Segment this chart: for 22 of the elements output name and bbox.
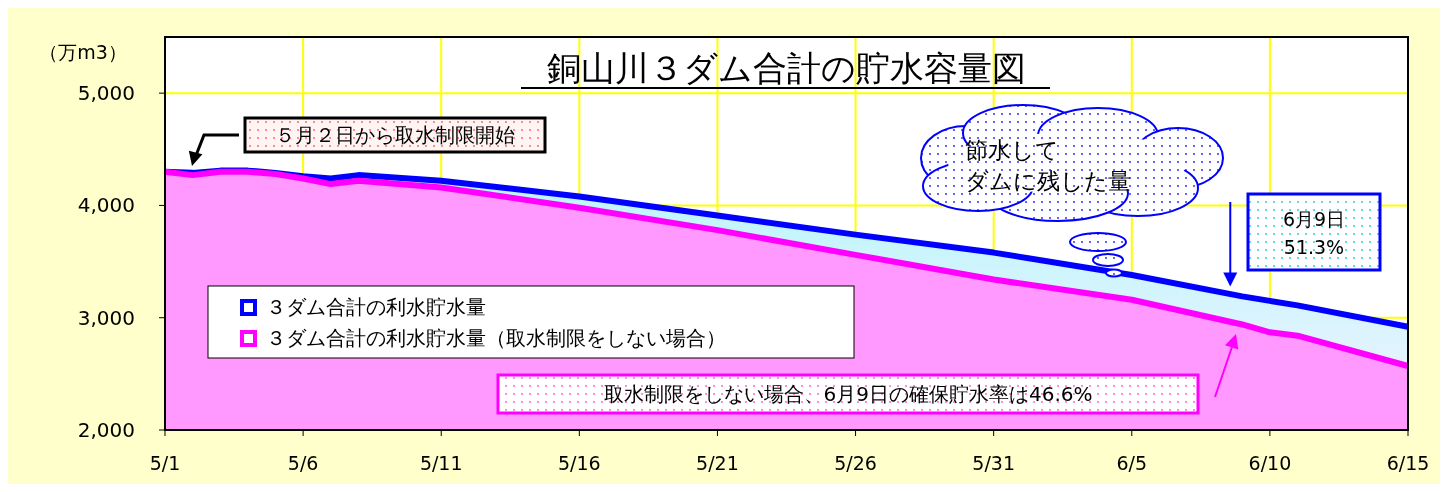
x-tick-label: 6/10 <box>1248 452 1292 474</box>
x-tick-label: 5/6 <box>287 452 319 474</box>
annotation: ５月２日から取水制限開始 <box>275 123 515 147</box>
annotation: 6月9日 51.3% <box>1282 208 1346 258</box>
legend-label: ３ダム合計の利水貯水量（取水制限をしない場合） <box>266 326 726 350</box>
y-tick-label: 3,000 <box>77 305 135 330</box>
y-tick-label: 2,000 <box>77 418 135 442</box>
x-tick-label: 5/1 <box>149 452 181 474</box>
annotation: 節水して <box>965 137 1059 163</box>
y-axis-title: （万m3） <box>39 41 127 63</box>
y-tick-label: 4,000 <box>77 193 135 218</box>
annotation: 取水制限をしない場合、6月9日の確保貯水率は46.6% <box>603 382 1093 406</box>
x-tick-label: 5/11 <box>419 452 463 474</box>
x-tick-label: 5/26 <box>834 452 877 474</box>
x-tick-label: 5/31 <box>972 452 1015 474</box>
legend-label: ３ダム合計の利水貯水量 <box>266 295 486 319</box>
x-tick-label: 6/15 <box>1386 452 1430 474</box>
x-tick-label: 5/16 <box>558 452 601 474</box>
x-tick-label: 5/21 <box>696 452 739 474</box>
x-tick-label: 6/5 <box>1116 452 1148 474</box>
y-tick-label: 5,000 <box>77 81 135 106</box>
annotation: ダムに残した量 <box>965 168 1131 194</box>
